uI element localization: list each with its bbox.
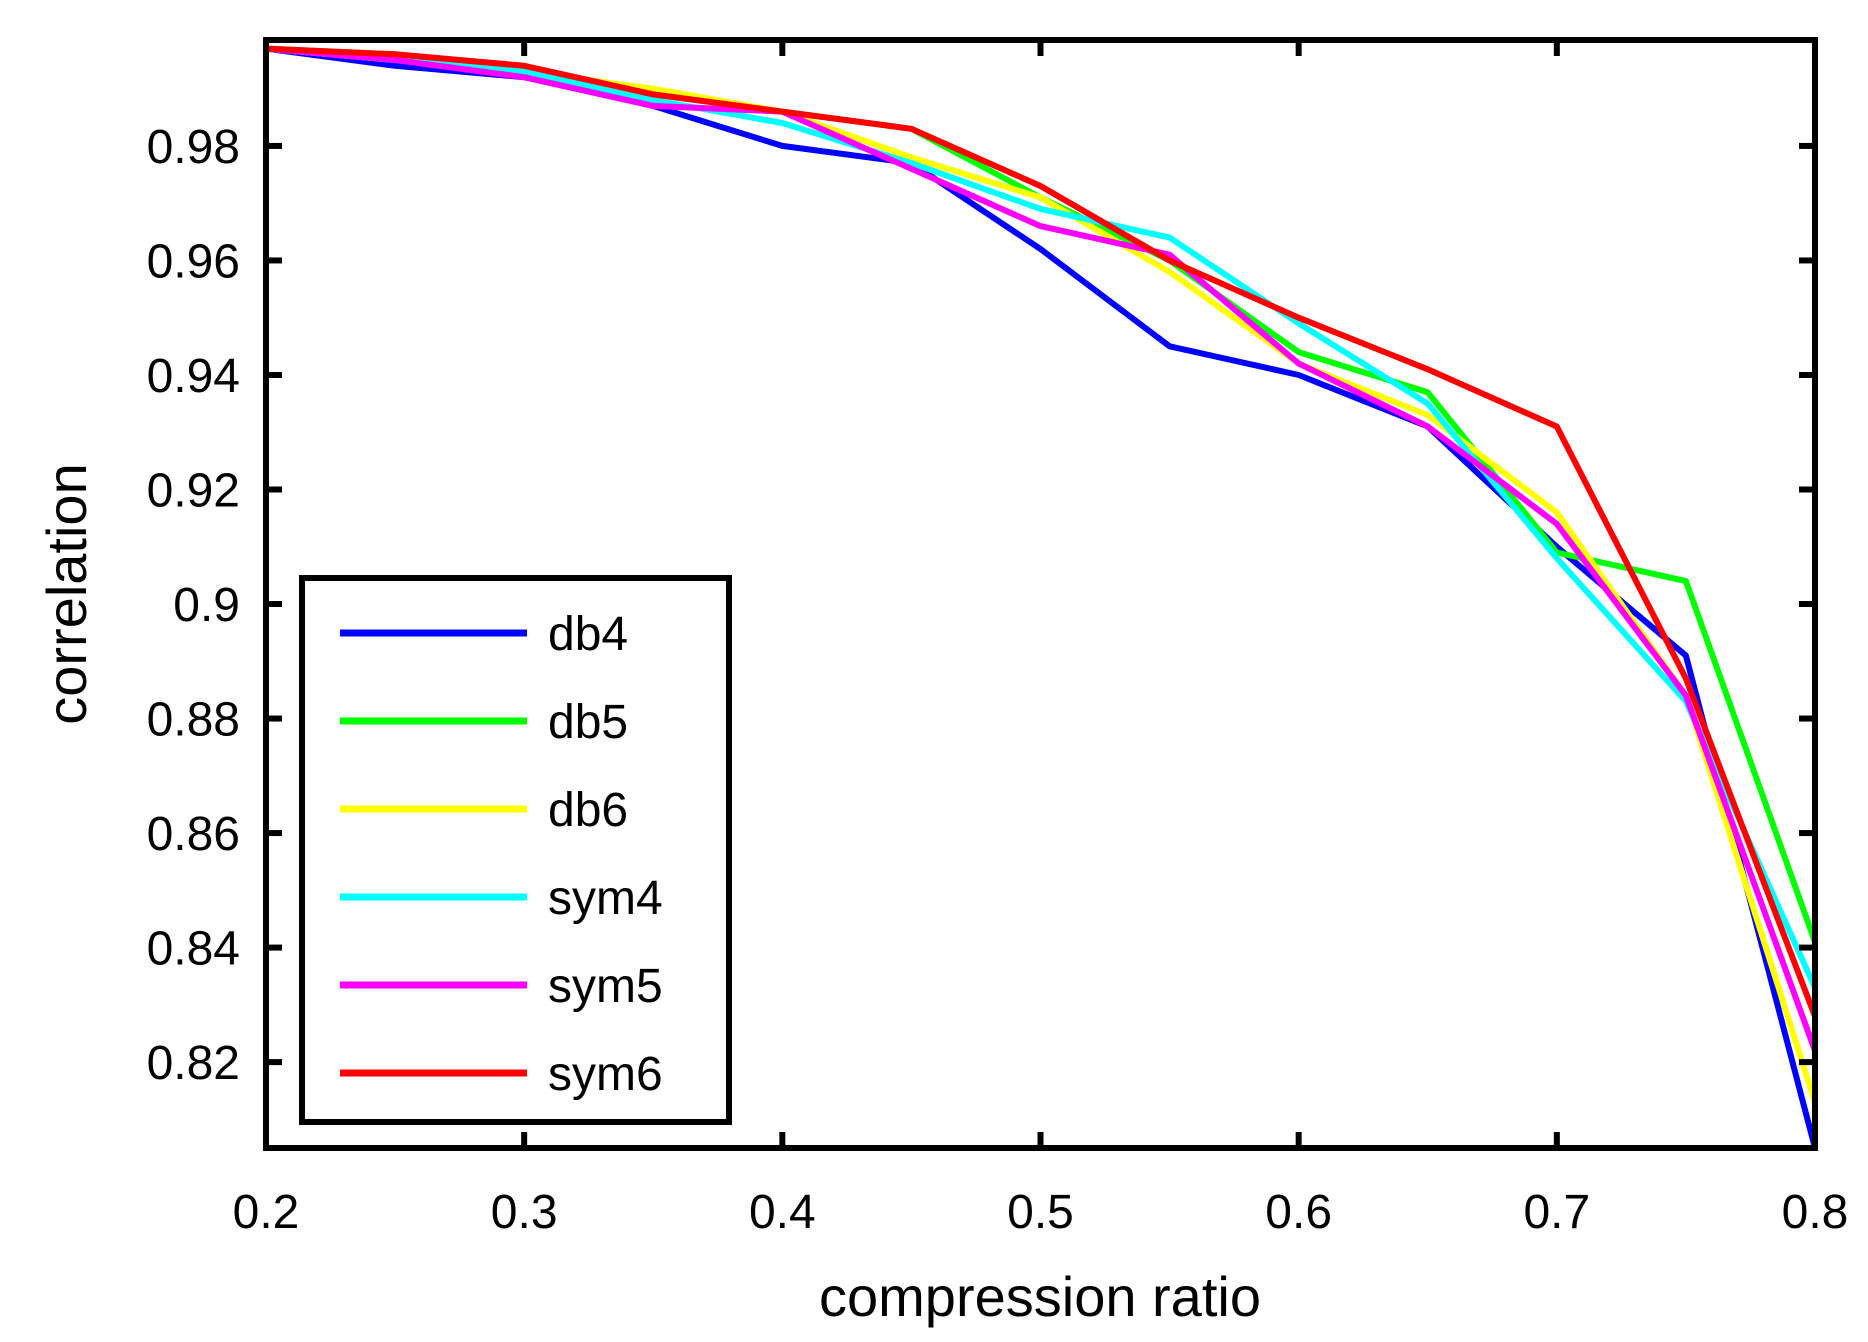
x-tick-label: 0.4 — [749, 1186, 816, 1239]
y-axis-label: correlation — [35, 463, 98, 724]
series-line-sym6 — [265, 45, 1818, 1018]
x-tick-label: 0.3 — [491, 1186, 558, 1239]
legend-label-db4: db4 — [548, 608, 628, 661]
legend-label-sym4: sym4 — [548, 872, 663, 925]
y-tick-label: 0.96 — [147, 235, 240, 288]
tick-labels: 0.2 0.3 0.4 0.5 0.6 0.7 0.8 0.82 0.84 0.86 0.88 0.9… — [147, 121, 1849, 1239]
legend-label-db6: db6 — [548, 784, 628, 837]
y-tick-label: 0.94 — [147, 350, 240, 403]
x-axis-label: compression ratio — [819, 1265, 1261, 1328]
y-tick-label: 0.82 — [147, 1037, 240, 1090]
x-tick-label: 0.5 — [1007, 1186, 1074, 1239]
legend-label-sym6: sym6 — [548, 1048, 663, 1101]
y-tick-label: 0.9 — [173, 579, 240, 632]
x-tick-label: 0.6 — [1265, 1186, 1332, 1239]
y-tick-label: 0.86 — [147, 808, 240, 861]
y-tick-label: 0.92 — [147, 464, 240, 517]
legend-label-db5: db5 — [548, 696, 628, 749]
y-tick-label: 0.98 — [147, 121, 240, 174]
legend: db4 db5 db6 sym4 sym5 sym6 — [299, 575, 732, 1125]
y-tick-label: 0.84 — [147, 923, 240, 976]
series-line-sym5 — [265, 45, 1818, 1052]
series-line-sym4 — [265, 45, 1818, 989]
x-tick-label: 0.7 — [1523, 1186, 1590, 1239]
legend-label-sym5: sym5 — [548, 960, 663, 1013]
y-tick-label: 0.88 — [147, 694, 240, 747]
legend-box — [299, 575, 732, 1125]
x-tick-label: 0.8 — [1782, 1186, 1849, 1239]
series-layer — [265, 45, 1818, 1149]
x-tick-label: 0.2 — [233, 1186, 300, 1239]
plot-frame — [263, 37, 1818, 1151]
